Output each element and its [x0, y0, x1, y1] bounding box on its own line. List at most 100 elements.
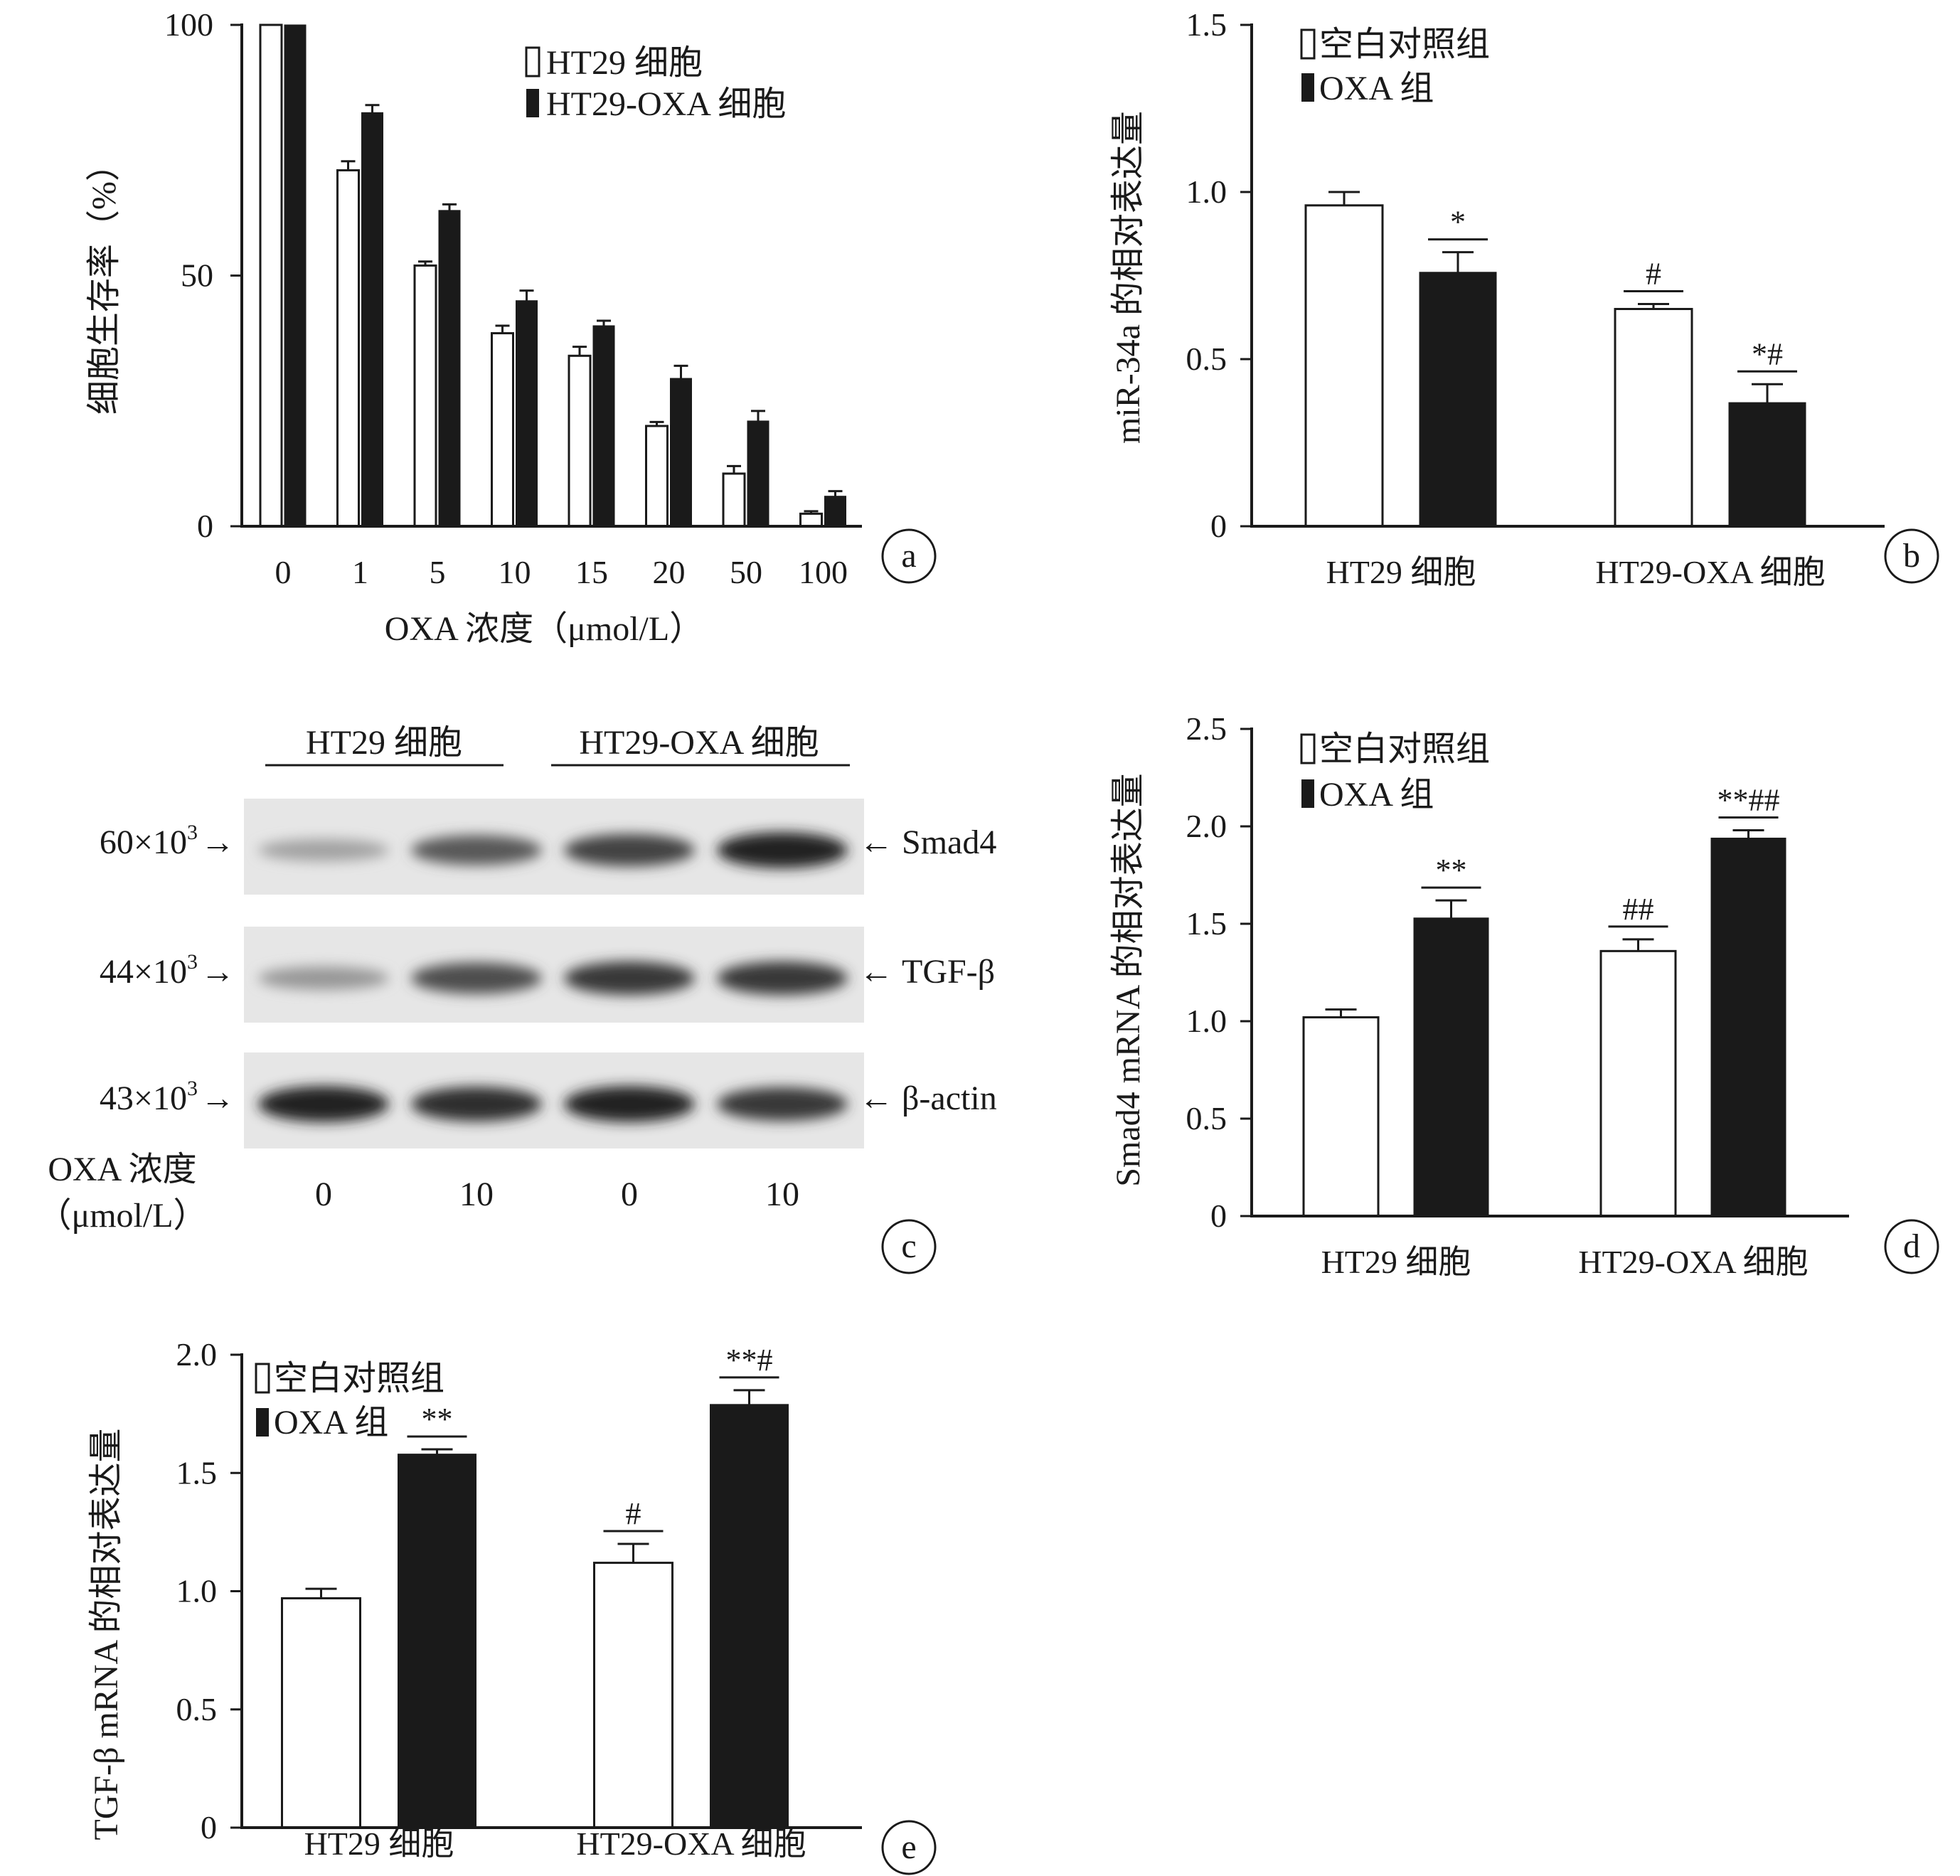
legend-label: HT29 细胞 — [546, 44, 703, 82]
y-tick-label: 1.5 — [176, 1454, 218, 1491]
panel-d-marks: **##**## — [1302, 782, 1786, 1217]
wb-band — [717, 1087, 848, 1121]
panel-letter-circle — [1884, 1219, 1939, 1274]
wb-band — [411, 962, 542, 994]
significance-mark: **## — [1717, 782, 1780, 817]
significance-mark: ** — [1436, 853, 1467, 888]
x-tick-label: HT29 细胞 — [304, 1826, 454, 1862]
wb-protein-label: β-actin — [902, 1080, 997, 1117]
x-tick-label: 100 — [799, 554, 848, 590]
x-tick-label: 15 — [575, 554, 608, 590]
wb-mw-value: 60×10 — [100, 824, 187, 861]
y-tick-label: 0 — [201, 1809, 217, 1845]
panel-d-ylabel: Smad4 mRNA 的相对表达量 — [1109, 773, 1147, 1186]
wb-left-arrow: → — [201, 824, 235, 861]
bar-open — [413, 264, 437, 528]
bar-open — [645, 425, 669, 528]
legend-open-swatch — [525, 46, 540, 78]
bar-open — [568, 354, 592, 528]
bar-open — [1614, 308, 1693, 528]
panel-letter-circle — [1884, 528, 1939, 584]
wb-band — [411, 835, 542, 865]
legend-open-swatch — [1300, 733, 1316, 764]
x-tick-label: 50 — [730, 554, 762, 590]
x-tick-label: HT29-OXA 细胞 — [1578, 1244, 1808, 1280]
significance-mark: *# — [1752, 336, 1783, 371]
panel-e-ylabel: TGF-β mRNA 的相对表达量 — [87, 1428, 125, 1840]
panel-letter: a — [901, 537, 916, 575]
panel-a-legend: HT29 细胞 HT29-OXA 细胞 — [525, 44, 786, 123]
x-tick-label: HT29 细胞 — [1326, 554, 1476, 590]
bar-open — [1304, 204, 1384, 528]
x-tick-label: 0 — [275, 554, 292, 590]
wb-group-label: HT29-OXA 细胞 — [579, 724, 819, 762]
x-tick-label: HT29 细胞 — [1321, 1244, 1471, 1280]
y-tick-label: 100 — [164, 6, 213, 43]
y-tick-label: 1.5 — [1186, 6, 1227, 43]
bar-filled — [670, 378, 692, 527]
significance-mark: **# — [726, 1343, 773, 1377]
significance-mark: ** — [422, 1402, 453, 1437]
wb-conc-value: 10 — [765, 1176, 799, 1213]
wb-protein-label: TGF-β — [902, 953, 995, 991]
legend-label: OXA 组 — [1319, 70, 1434, 107]
panel-d-axes: 0 0.5 1.0 1.5 2.0 2.5 HT29 细胞 HT29-OXA 细胞 — [1186, 710, 1849, 1280]
bar-filled — [1413, 917, 1489, 1217]
panel-e-legend: 空白对照组 OXA 组 — [255, 1360, 444, 1441]
wb-conc-value: 0 — [621, 1176, 638, 1213]
wb-right-arrow: ← — [859, 1080, 893, 1117]
wb-mw-value: 43×10 — [100, 1080, 187, 1117]
panel-e-marks: **#**# — [281, 1343, 789, 1829]
wb-band — [411, 1087, 542, 1121]
y-tick-label: 1.0 — [1186, 1003, 1227, 1039]
wb-mw-label: 43×103 — [100, 1077, 198, 1117]
legend-label: 空白对照组 — [1319, 730, 1490, 768]
x-tick-label: 10 — [499, 554, 531, 590]
significance-mark: # — [1646, 256, 1661, 291]
panel-b-ylabel: miR-34a 的相对表达量 — [1109, 111, 1147, 444]
panel-letter: c — [901, 1227, 916, 1265]
bar-filled — [1728, 402, 1806, 527]
legend-filled-swatch — [1301, 779, 1314, 808]
bar-filled — [710, 1404, 789, 1828]
panel-letter-circle — [881, 528, 937, 584]
wb-band — [564, 961, 695, 996]
panel-d-legend: 空白对照组 OXA 组 — [1300, 730, 1490, 814]
legend-open-swatch — [1300, 28, 1316, 60]
legend-label: 空白对照组 — [1319, 26, 1490, 63]
wb-conc-value: 0 — [315, 1176, 332, 1213]
wb-conc-label: OXA 浓度 — [48, 1151, 196, 1188]
legend-label: OXA 组 — [274, 1404, 388, 1441]
wb-left-arrow: → — [201, 953, 235, 991]
bar-open — [336, 169, 360, 528]
legend-label: HT29-OXA 细胞 — [546, 85, 786, 123]
bar-open — [799, 512, 823, 528]
x-tick-label: HT29-OXA 细胞 — [1595, 554, 1825, 590]
y-tick-label: 1.0 — [1186, 174, 1227, 210]
wb-band — [564, 833, 695, 867]
bar-filled — [824, 496, 846, 527]
wb-mw-label: 44×103 — [100, 950, 198, 991]
panel-letter-circle — [881, 1219, 937, 1274]
panel-letter: e — [901, 1828, 916, 1866]
wb-band — [258, 966, 389, 990]
wb-row-bactin: 43×103 → ← β-actin — [100, 1077, 997, 1117]
wb-band — [258, 1086, 389, 1122]
x-tick-label: 1 — [352, 554, 368, 590]
y-tick-label: 1.0 — [176, 1573, 218, 1609]
western-blot-panel-c: HT29 细胞 HT29-OXA 细胞 60×103 → ← Smad4 44×… — [37, 724, 997, 1274]
wb-mw-exp: 3 — [187, 1077, 198, 1100]
bar-open — [1599, 949, 1677, 1217]
significance-mark: ## — [1623, 892, 1654, 927]
y-tick-label: 0.5 — [176, 1691, 218, 1727]
wb-left-arrow: → — [201, 1080, 235, 1117]
y-tick-label: 2.0 — [176, 1336, 218, 1373]
x-tick-label: 5 — [430, 554, 446, 590]
x-tick-label: 20 — [653, 554, 686, 590]
bar-open — [1302, 1016, 1380, 1217]
